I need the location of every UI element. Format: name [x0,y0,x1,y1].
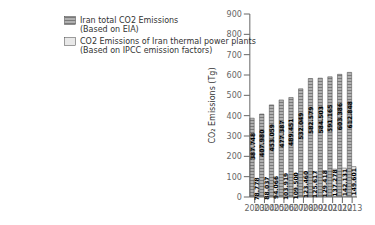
svg-text:591.165: 591.165 [326,105,333,132]
svg-text:94.066: 94.066 [272,176,279,199]
svg-text:387.748: 387.748 [249,133,256,160]
svg-text:100: 100 [227,173,242,182]
svg-text:489.451: 489.451 [287,119,294,146]
svg-text:125.617: 125.617 [311,171,318,198]
svg-text:600: 600 [227,71,242,80]
svg-text:800: 800 [227,30,242,39]
svg-text:603.386: 603.386 [336,103,343,130]
svg-text:149.601: 149.601 [350,168,357,195]
svg-text:612.848: 612.848 [346,101,353,128]
svg-text:78.778: 78.778 [253,177,260,200]
svg-text:407.980: 407.980 [258,130,265,157]
svg-text:700: 700 [227,51,242,60]
svg-text:900: 900 [227,10,242,19]
svg-text:109.500: 109.500 [292,172,299,199]
svg-text:142.131: 142.131 [341,169,348,196]
svg-text:2013: 2013 [342,204,362,213]
svg-text:584.503: 584.503 [317,106,324,133]
svg-text:CO₂ Emissions (Tg): CO₂ Emissions (Tg) [208,67,217,143]
svg-text:200: 200 [227,152,242,161]
svg-text:137.278: 137.278 [331,169,338,196]
svg-text:582.579: 582.579 [307,107,314,134]
svg-text:477.387: 477.387 [278,120,285,147]
svg-text:300: 300 [227,132,242,141]
svg-text:129.418: 129.418 [321,170,328,197]
svg-text:88.037: 88.037 [263,176,270,199]
svg-text:103.919: 103.919 [282,173,289,200]
svg-text:453.059: 453.059 [268,124,275,151]
svg-text:500: 500 [227,91,242,100]
svg-text:400: 400 [227,112,242,121]
svg-text:532.049: 532.049 [297,113,304,140]
svg-text:123.460: 123.460 [302,171,309,198]
svg-text:0: 0 [237,193,242,202]
